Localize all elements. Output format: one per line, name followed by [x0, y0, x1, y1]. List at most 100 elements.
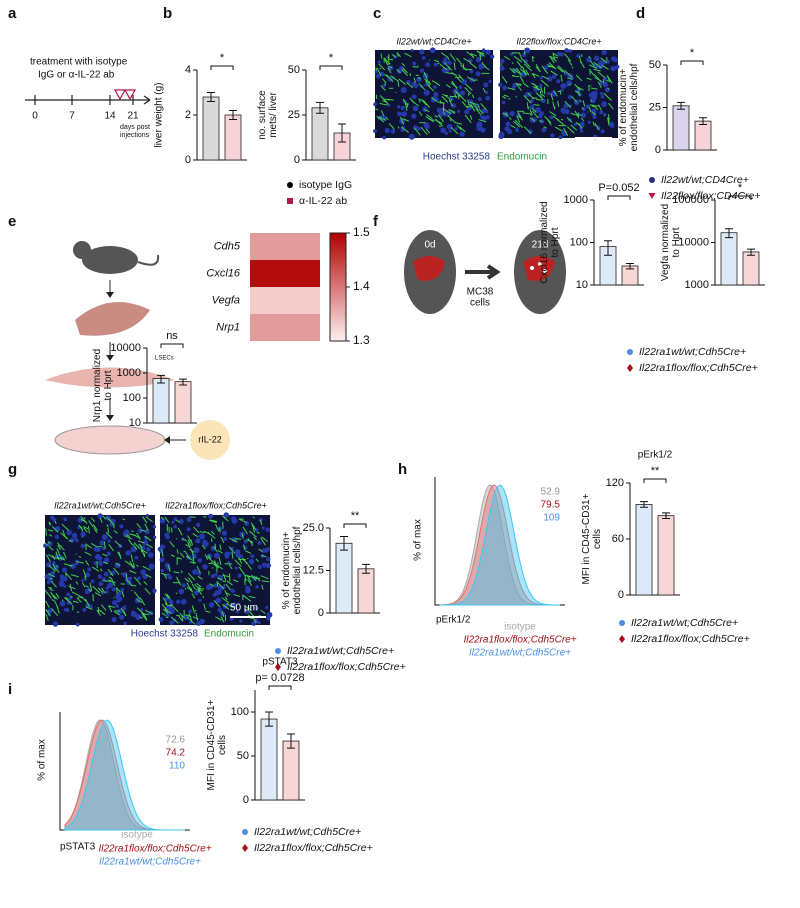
- nucleus: [210, 545, 216, 551]
- y-tick-label: 25: [649, 101, 661, 113]
- nucleus: [135, 613, 142, 620]
- vessel: [124, 560, 134, 567]
- vessel: [517, 115, 524, 121]
- mfi-value: 52.9: [541, 487, 561, 498]
- vessel: [83, 527, 88, 533]
- vessel: [191, 593, 196, 599]
- nucleus: [52, 561, 56, 565]
- vessel: [426, 114, 433, 120]
- vessel: [107, 527, 110, 534]
- vessel: [560, 74, 563, 82]
- vessel: [197, 575, 203, 580]
- nucleus: [401, 111, 408, 117]
- vessel: [529, 109, 533, 116]
- legend-label: α-IL-22 ab: [299, 195, 347, 207]
- bar: [311, 107, 329, 161]
- nucleus: [52, 621, 59, 627]
- day-label: 7: [69, 111, 75, 122]
- nucleus: [593, 55, 600, 62]
- vessel: [556, 118, 565, 126]
- y-axis-label: MFI in CD45-CD31+: [206, 699, 217, 790]
- nucleus: [75, 622, 80, 627]
- nucleus: [464, 109, 470, 115]
- vessel: [606, 75, 613, 84]
- vessel: [215, 563, 224, 570]
- nucleus: [547, 76, 553, 82]
- vessel: [546, 117, 552, 126]
- vessel: [238, 556, 243, 564]
- vessel: [191, 583, 196, 590]
- vessel: [482, 87, 486, 93]
- nucleus: [93, 546, 99, 552]
- vessel: [220, 536, 225, 544]
- nucleus: [480, 127, 486, 133]
- panel-label: d: [636, 5, 645, 22]
- vessel: [184, 551, 191, 560]
- y-tick-label: 10000: [110, 342, 141, 354]
- vessel: [531, 107, 537, 113]
- vessel: [133, 542, 141, 550]
- nucleus: [202, 539, 208, 545]
- vessel: [542, 75, 550, 80]
- nucleus: [535, 107, 541, 113]
- nucleus: [266, 557, 271, 562]
- nucleus: [564, 48, 569, 53]
- vessel: [111, 578, 116, 587]
- nucleus: [192, 569, 198, 575]
- nucleus: [563, 103, 569, 109]
- vessel: [51, 599, 55, 602]
- vessel: [246, 539, 254, 543]
- vessel: [423, 71, 426, 76]
- nucleus: [424, 124, 430, 130]
- vessel: [553, 56, 559, 59]
- vessel: [383, 57, 389, 66]
- nucleus: [459, 131, 465, 137]
- error-bar: [640, 501, 648, 508]
- vessel: [417, 77, 422, 80]
- vessel: [465, 83, 473, 91]
- vessel: [522, 58, 531, 68]
- stain-label: Endomucin: [204, 629, 254, 640]
- vessel: [442, 93, 451, 100]
- significance-label: ns: [166, 330, 178, 342]
- vessel: [380, 110, 385, 117]
- vessel: [503, 94, 509, 98]
- vessel: [76, 597, 82, 603]
- vessel: [72, 600, 79, 604]
- vessel: [177, 527, 183, 536]
- nucleus: [425, 62, 431, 68]
- vessel: [124, 535, 133, 540]
- vessel: [413, 77, 417, 83]
- vessel: [54, 520, 57, 524]
- vessel: [178, 615, 183, 621]
- nucleus: [411, 113, 417, 119]
- vessel: [202, 595, 205, 599]
- vessel: [516, 110, 523, 119]
- vessel: [448, 108, 456, 113]
- vessel: [221, 610, 225, 618]
- error-bar: [662, 512, 670, 519]
- vessel: [231, 552, 234, 559]
- nucleus: [590, 109, 597, 116]
- vessel: [229, 537, 238, 543]
- vessel: [380, 53, 383, 59]
- significance-label: *: [738, 182, 743, 194]
- vessel: [590, 99, 593, 102]
- nucleus: [481, 48, 486, 52]
- vessel: [107, 579, 116, 584]
- vessel: [531, 82, 539, 88]
- vessel: [61, 523, 70, 531]
- vessel: [454, 122, 462, 125]
- vessel: [425, 128, 431, 134]
- nucleus: [396, 68, 403, 74]
- vessel: [48, 521, 52, 526]
- nucleus: [412, 125, 419, 131]
- day-label: 21: [127, 111, 139, 122]
- vessel: [374, 108, 379, 111]
- vessel: [507, 87, 516, 91]
- vessel: [571, 66, 574, 69]
- vessel: [404, 103, 408, 111]
- nucleus: [458, 85, 463, 90]
- vessel: [500, 63, 502, 66]
- nucleus: [382, 135, 387, 140]
